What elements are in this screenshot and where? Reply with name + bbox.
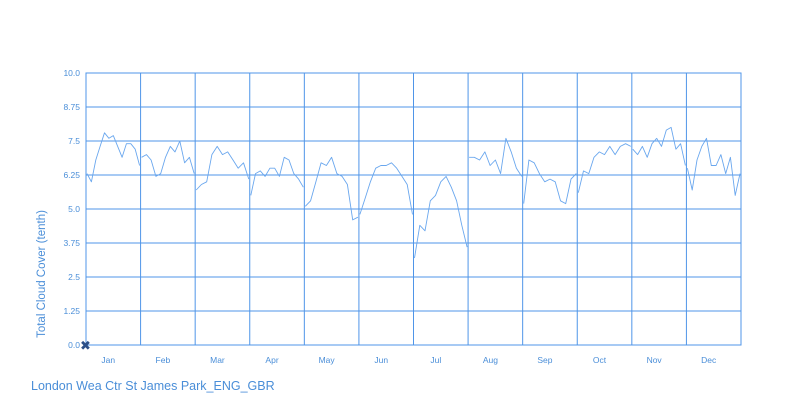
y-tick-label: 1.25 xyxy=(63,306,80,316)
y-axis-label: Total Cloud Cover (tenth) xyxy=(36,210,48,338)
series-line-apr xyxy=(250,156,304,196)
x-tick-label: Jul xyxy=(430,355,441,365)
series-line-aug xyxy=(469,137,523,177)
y-tick-label: 0.0 xyxy=(68,340,80,350)
close-icon[interactable]: ✖ xyxy=(80,339,91,354)
x-tick-label: Mar xyxy=(210,355,225,365)
series-line-jul xyxy=(414,175,468,259)
y-tick-label: 2.5 xyxy=(68,272,80,282)
series-line-nov xyxy=(632,126,686,166)
data-series xyxy=(86,126,741,259)
series-line-sep xyxy=(523,159,577,205)
y-tick-label: 7.5 xyxy=(68,136,80,146)
x-tick-label: Jan xyxy=(101,355,115,365)
series-line-jun xyxy=(359,162,413,215)
x-tick-label: Aug xyxy=(483,355,498,365)
x-tick-label: Nov xyxy=(647,355,663,365)
y-tick-label: 3.75 xyxy=(63,238,80,248)
x-tick-label: Apr xyxy=(265,355,278,365)
series-line-feb xyxy=(141,140,195,177)
series-line-dec xyxy=(686,137,741,196)
y-tick-label: 5.0 xyxy=(68,204,80,214)
x-tick-label: Oct xyxy=(593,355,607,365)
y-tick-label: 8.75 xyxy=(63,102,80,112)
x-tick-label: Jun xyxy=(374,355,388,365)
station-caption: London Wea Ctr St James Park_ENG_GBR xyxy=(31,379,275,393)
x-tick-labels: Jan Feb Mar Apr May Jun Jul Aug Sep Oct Nov Dec xyxy=(101,355,717,365)
x-tick-label: May xyxy=(319,355,336,365)
y-tick-label: 6.25 xyxy=(63,170,80,180)
series-line-may xyxy=(304,156,359,221)
y-tick-label: 10.0 xyxy=(63,68,80,78)
y-tick-labels: 0.0 1.25 2.5 3.75 5.0 6.25 7.5 8.75 10.0 xyxy=(63,68,80,350)
x-tick-label: Dec xyxy=(701,355,717,365)
grid-lines xyxy=(86,73,741,345)
series-line-mar xyxy=(195,145,250,191)
x-tick-label: Sep xyxy=(537,355,552,365)
x-tick-label: Feb xyxy=(156,355,171,365)
series-line-oct xyxy=(577,143,632,193)
series-line-jan xyxy=(86,132,141,183)
